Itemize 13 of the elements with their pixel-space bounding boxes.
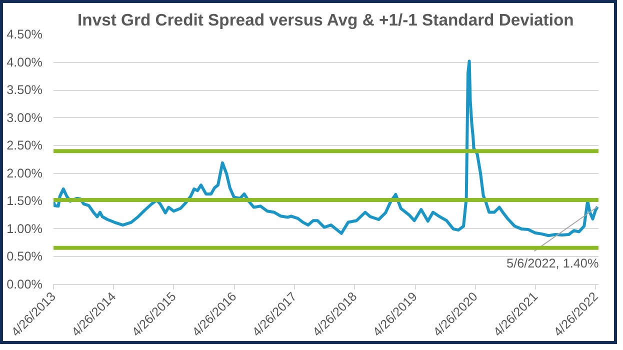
- y-tick-label: 2.50%: [6, 138, 43, 153]
- y-tick-label: 4.00%: [6, 55, 43, 70]
- chart-title: Invst Grd Credit Spread versus Avg & +1/-1 Standard Deviation: [78, 10, 574, 30]
- y-tick-label: 2.00%: [6, 166, 43, 180]
- y-tick-label: 1.00%: [6, 222, 43, 236]
- y-tick-label: 1.50%: [6, 194, 43, 208]
- y-tick-label: 3.00%: [6, 110, 43, 125]
- line-series: [54, 60, 598, 238]
- y-tick-label: 3.50%: [6, 83, 43, 98]
- annotation: 5/6/2022, 1.40%: [506, 256, 599, 271]
- y-tick-label: 0.50%: [6, 250, 43, 264]
- y-tick-label: 4.50%: [6, 28, 43, 42]
- y-tick-label: 0.00%: [6, 278, 43, 292]
